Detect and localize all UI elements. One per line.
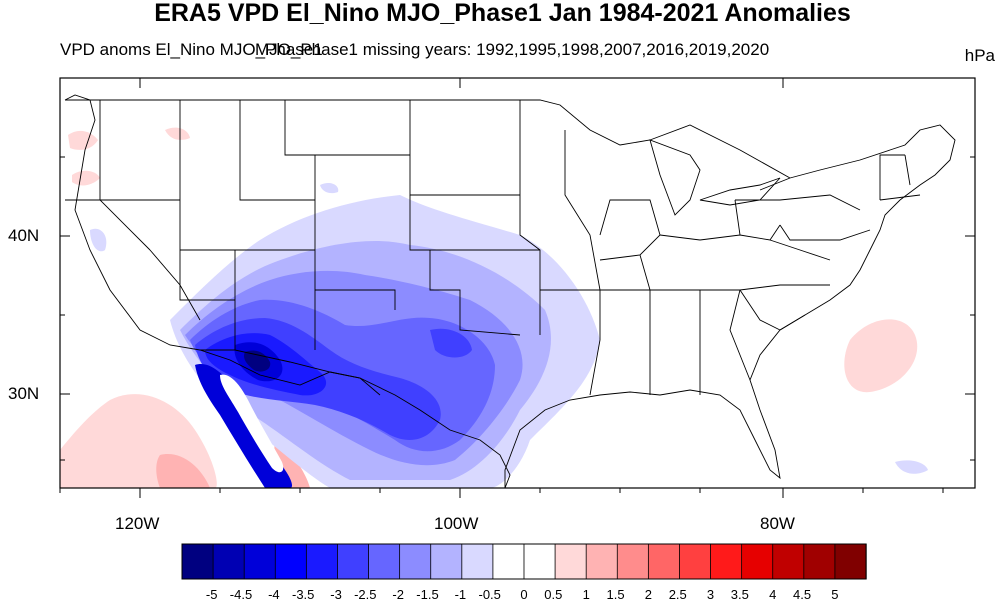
colorbar-swatch — [368, 543, 401, 580]
mexico-border — [200, 349, 381, 396]
lon-label-100w: 100W — [434, 514, 479, 533]
colorbar-tick-label: 5 — [831, 587, 839, 602]
colorbar-tick-label: 0 — [520, 587, 528, 602]
colorbar-swatch — [710, 543, 743, 580]
colorbar-tick-label: -4.5 — [229, 587, 253, 602]
colorbar-swatch — [337, 543, 370, 580]
us-outline — [64, 94, 511, 488]
colorbar-tick-label: -1 — [454, 587, 467, 602]
colorbar-swatch — [647, 543, 681, 580]
neg-patch-wyoming — [320, 182, 339, 194]
colorbar-tick-label: -1.5 — [416, 587, 439, 602]
colorbar-tick-label: -4 — [268, 587, 280, 602]
colorbar-tick-label: -3 — [330, 587, 342, 602]
colorbar-tick-label: 1.5 — [606, 587, 625, 602]
colorbar-tick-label: 4.5 — [793, 587, 812, 602]
state-lines-west — [65, 100, 521, 350]
neg-anomaly-level-8 — [244, 350, 271, 372]
colorbar-tick-label: 2.5 — [668, 587, 687, 602]
neg-patch-gulf — [895, 460, 928, 474]
colorbar-tick-label: 0.5 — [544, 587, 563, 602]
colorbar-frame — [181, 543, 867, 580]
colorbar-swatch — [679, 543, 712, 580]
state-lines-central — [285, 100, 661, 396]
baja-white-core — [220, 374, 284, 473]
lon-label-120w: 120W — [115, 514, 160, 533]
colorbar-swatch — [181, 543, 214, 580]
colorbar-tick-label: 4 — [769, 587, 777, 602]
colorbar-swatch — [834, 543, 867, 580]
colorbar-swatch — [585, 543, 618, 580]
colorbar-swatch — [305, 543, 339, 580]
colorbar-swatch — [803, 543, 836, 580]
axis-ticks — [59, 78, 975, 498]
colorbar-tick-label: -2.5 — [354, 587, 377, 602]
colorbar-swatch — [274, 543, 308, 580]
colorbar-swatch — [399, 543, 432, 580]
anomaly-field — [60, 78, 975, 488]
lat-label-40n: 40N — [8, 226, 40, 245]
canada-border — [65, 99, 791, 179]
colorbar — [181, 543, 867, 580]
colorbar-swatch — [741, 543, 774, 580]
missing-years-text: MJO_Phase1 missing years: 1992,1995,1998… — [255, 40, 770, 59]
colorbar-swatch — [492, 543, 525, 580]
colorbar-swatch — [772, 543, 805, 580]
colorbar-swatch — [243, 543, 276, 580]
positive-anomaly-nw3 — [165, 127, 190, 140]
colorbar-tick-label: 3.5 — [730, 587, 749, 602]
units-label: hPa — [964, 46, 995, 65]
positive-anomaly-nw — [68, 130, 98, 150]
neg-anomaly-level-5b — [430, 328, 472, 358]
colorbar-tick-label: -3.5 — [292, 587, 315, 602]
colorbar-tick-label: -0.5 — [478, 587, 501, 602]
colorbar-swatch — [461, 543, 494, 580]
neg-anomaly-level-1b — [90, 228, 107, 252]
colorbar-tick-label: 3 — [706, 587, 715, 602]
colorbar-tick-label: -2 — [392, 587, 404, 602]
colorbar-swatch — [430, 543, 463, 580]
left-subtitle-text: VPD anoms El_Nino MJO_Phase1 — [60, 40, 323, 59]
colorbar-swatch — [523, 543, 556, 580]
plot-title: ERA5 VPD El_Nino MJO_Phase1 Jan 1984-202… — [154, 0, 851, 27]
positive-anomaly-nw2 — [72, 170, 100, 186]
positive-anomaly-atlantic — [844, 319, 918, 393]
lon-label-80w: 80W — [760, 514, 795, 533]
colorbar-swatch — [616, 543, 650, 580]
left-subtitle: VPD anoms El_Nino MJO_Phase1 MJO_Phase1 … — [60, 40, 769, 60]
colorbar-swatch — [554, 543, 587, 580]
lat-label-30n: 30N — [8, 384, 40, 403]
colorbar-tick-label: 2 — [644, 587, 653, 602]
positive-anomaly-pacific-sw-core — [156, 454, 210, 488]
state-lines-east — [600, 194, 871, 395]
boundary-lines — [64, 94, 956, 488]
colorbar-swatch — [212, 543, 245, 580]
colorbar-tick-label: 1 — [582, 587, 590, 602]
new-england-lines — [879, 154, 921, 201]
colorbar-tick-label: -5 — [205, 587, 218, 602]
map-frame — [59, 77, 976, 489]
great-lakes — [649, 139, 781, 216]
